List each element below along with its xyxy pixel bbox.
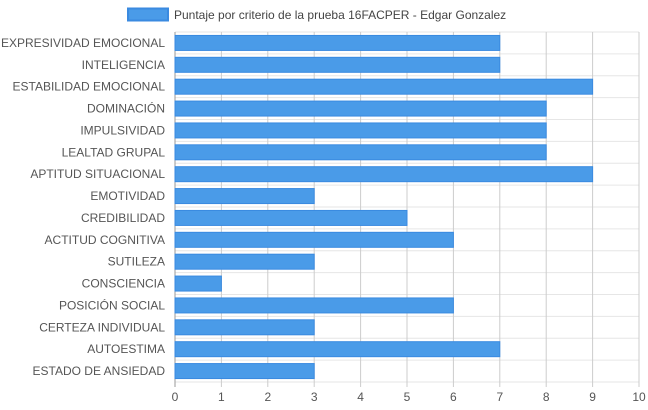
x-tick-label: 0 (172, 390, 179, 404)
bar[interactable] (174, 166, 594, 183)
category-label: IMPULSIVIDAD (80, 123, 165, 137)
bar[interactable] (174, 122, 547, 139)
gridlines (174, 31, 640, 387)
bar[interactable] (174, 275, 222, 292)
x-tick-label: 9 (589, 390, 596, 404)
legend[interactable]: Puntaje por criterio de la prueba 16FACP… (127, 7, 506, 22)
category-labels: EXPRESIVIDAD EMOCIONAL INTELIGENCIA ESTABI… (1, 36, 165, 378)
bar[interactable] (174, 231, 454, 248)
bar[interactable] (174, 56, 501, 73)
category-label: AUTOESTIMA (87, 342, 165, 356)
x-tick-label: 2 (264, 390, 271, 404)
bar[interactable] (174, 319, 315, 336)
category-label: CREDIBILIDAD (81, 211, 165, 225)
bar[interactable] (174, 78, 594, 95)
category-label: EXPRESIVIDAD EMOCIONAL (1, 36, 165, 50)
x-tick-label: 6 (450, 390, 457, 404)
category-label: POSICIÓN SOCIAL (59, 297, 165, 312)
bar[interactable] (174, 188, 315, 205)
bar[interactable] (174, 363, 315, 380)
bar[interactable] (174, 253, 315, 270)
bar[interactable] (174, 297, 454, 314)
x-tick-label: 4 (357, 390, 364, 404)
x-tick-label: 1 (218, 390, 225, 404)
category-label: EMOTIVIDAD (90, 189, 165, 203)
x-tick-label: 3 (311, 390, 318, 404)
category-label: ACTITUD COGNITIVA (45, 233, 165, 247)
bar[interactable] (174, 341, 501, 358)
x-tick-label: 8 (543, 390, 550, 404)
x-tick-label: 5 (404, 390, 411, 404)
category-label: DOMINACIÓN (87, 101, 165, 116)
category-label: SUTILEZA (108, 255, 165, 269)
category-label: CONSCIENCIA (82, 277, 165, 291)
bar[interactable] (174, 34, 501, 51)
category-label: ESTADO DE ANSIEDAD (33, 364, 166, 378)
bar[interactable] (174, 209, 408, 226)
category-label: INTELIGENCIA (82, 58, 165, 72)
bar[interactable] (174, 100, 547, 117)
category-label: APTITUD SITUACIONAL (30, 167, 165, 181)
category-label: LEALTAD GRUPAL (62, 145, 166, 159)
x-tick-label: 10 (632, 390, 646, 404)
bar[interactable] (174, 144, 547, 161)
category-label: CERTEZA INDIVIDUAL (39, 320, 165, 334)
bars (174, 34, 594, 380)
x-tick-labels: 0 1 2 3 4 5 6 7 8 9 10 (172, 390, 646, 404)
legend-swatch (127, 7, 169, 22)
legend-label: Puntaje por criterio de la prueba 16FACP… (174, 8, 506, 22)
x-tick-label: 7 (496, 390, 503, 404)
category-label: ESTABILIDAD EMOCIONAL (13, 80, 166, 94)
